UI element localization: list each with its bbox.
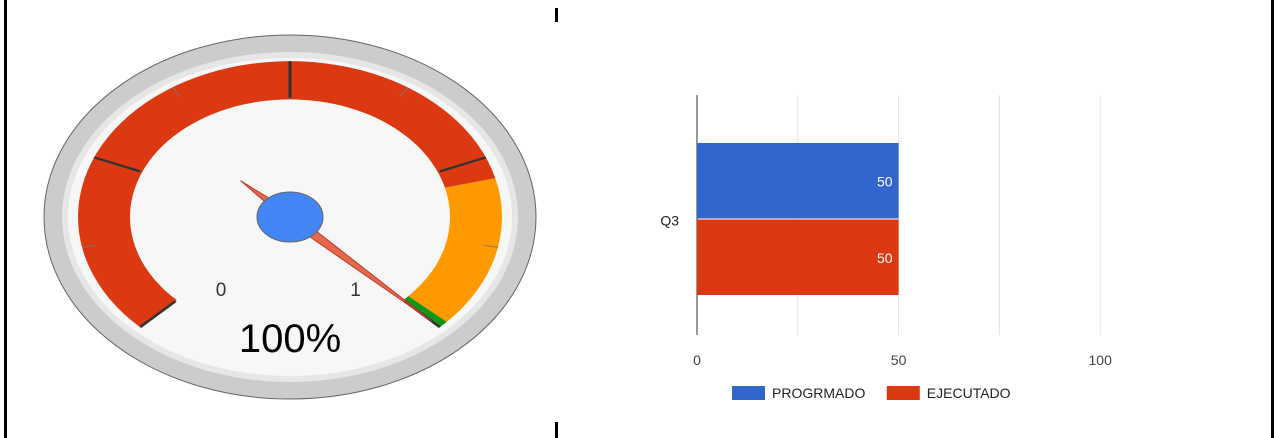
- bar-progrmado: [697, 143, 899, 219]
- category-label: Q3: [660, 213, 679, 229]
- divider-middle-top: [555, 8, 558, 22]
- gauge-minor-tick: [399, 87, 409, 97]
- gauge-minor-tick: [484, 245, 499, 248]
- divider-right: [1271, 0, 1274, 438]
- gauge-major-tick: [439, 156, 487, 173]
- bar-svg: 50 50 Q3 0 50 100 PROGRMADO EJECUTADO: [660, 95, 1113, 401]
- bar-chart: 50 50 Q3 0 50 100 PROGRMADO EJECUTADO: [600, 80, 1240, 420]
- gauge-max-label: 1: [350, 280, 361, 301]
- gauge-chart: 0 1 100%: [30, 25, 550, 400]
- legend-swatch: [886, 386, 920, 400]
- x-tick-label: 50: [891, 352, 907, 368]
- bar-value-label: 50: [877, 173, 893, 189]
- bar-ejecutado: [697, 219, 899, 295]
- gauge-value-label: 100%: [239, 317, 341, 361]
- legend-swatch: [732, 386, 765, 400]
- gauge-band-1: [408, 178, 502, 322]
- x-tick-label: 100: [1089, 352, 1113, 368]
- gauge-minor-tick: [171, 87, 181, 97]
- x-tick-label: 0: [693, 352, 701, 368]
- legend-label: EJECUTADO: [927, 385, 1011, 401]
- gauge-major-tick: [93, 156, 141, 173]
- legend-label: PROGRMADO: [772, 385, 865, 401]
- divider-left: [4, 0, 7, 438]
- gauge-svg: 0 1 100%: [43, 34, 537, 400]
- gauge-band-2: [403, 296, 447, 328]
- divider-middle-bottom: [555, 422, 558, 438]
- gauge-major-tick: [139, 300, 177, 328]
- gauge-minor-tick: [81, 245, 96, 248]
- bar-value-label: 50: [877, 250, 893, 266]
- gauge-min-label: 0: [216, 280, 227, 301]
- gauge-hub: [256, 191, 324, 243]
- gauge-band-0: [78, 61, 496, 328]
